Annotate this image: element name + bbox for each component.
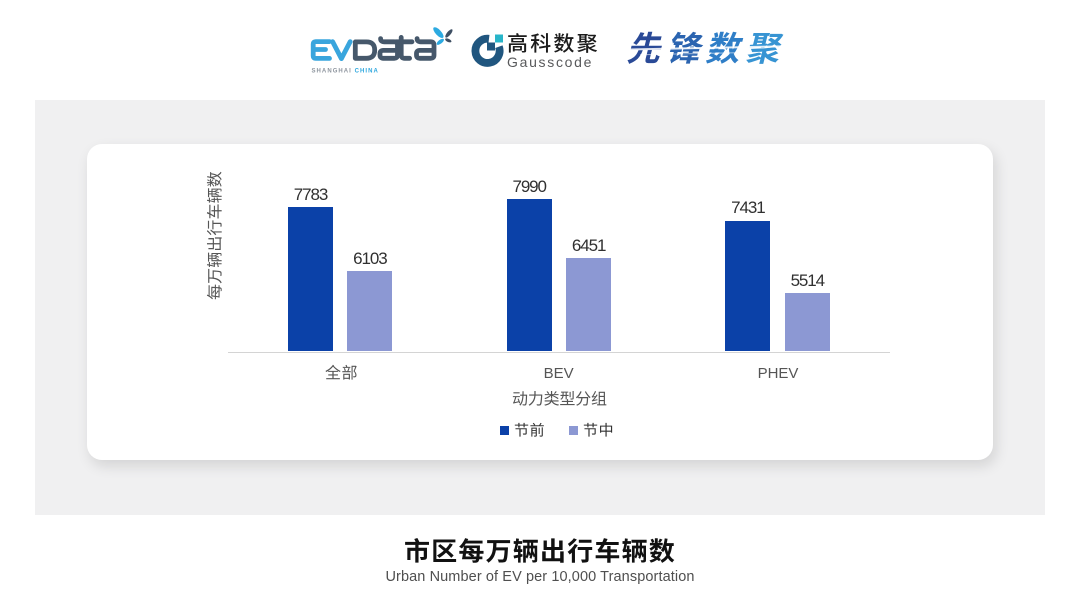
svg-text:SHANGHAI CHINA: SHANGHAI CHINA: [312, 69, 379, 75]
